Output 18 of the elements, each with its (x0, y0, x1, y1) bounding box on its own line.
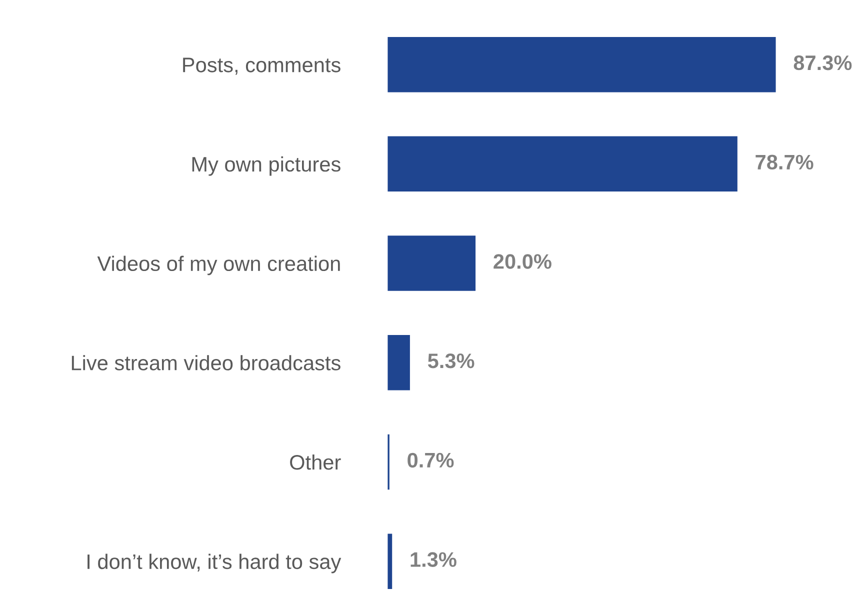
data-label: 87.3% (794, 55, 852, 70)
y-tick-label: Other (290, 454, 341, 470)
data-label: 78.7% (756, 154, 814, 170)
bar (387, 432, 391, 491)
data-label: 0.7% (408, 452, 454, 468)
y-tick-label: Live stream video broadcasts (72, 355, 340, 370)
bar (387, 532, 394, 590)
data-label: 1.3% (410, 552, 456, 567)
bar (387, 334, 412, 392)
y-tick-label: Videos of my own creation (97, 256, 340, 276)
y-tick-label: Posts, comments (183, 58, 340, 75)
y-tick-label: I don’t know, it’s hard to say (88, 554, 342, 574)
bar (387, 134, 739, 193)
bar (387, 234, 477, 292)
data-label: 5.3% (428, 353, 474, 368)
y-tick-label: My own pictures (192, 156, 340, 176)
data-label: 20.0% (494, 254, 552, 269)
bar (387, 36, 778, 94)
